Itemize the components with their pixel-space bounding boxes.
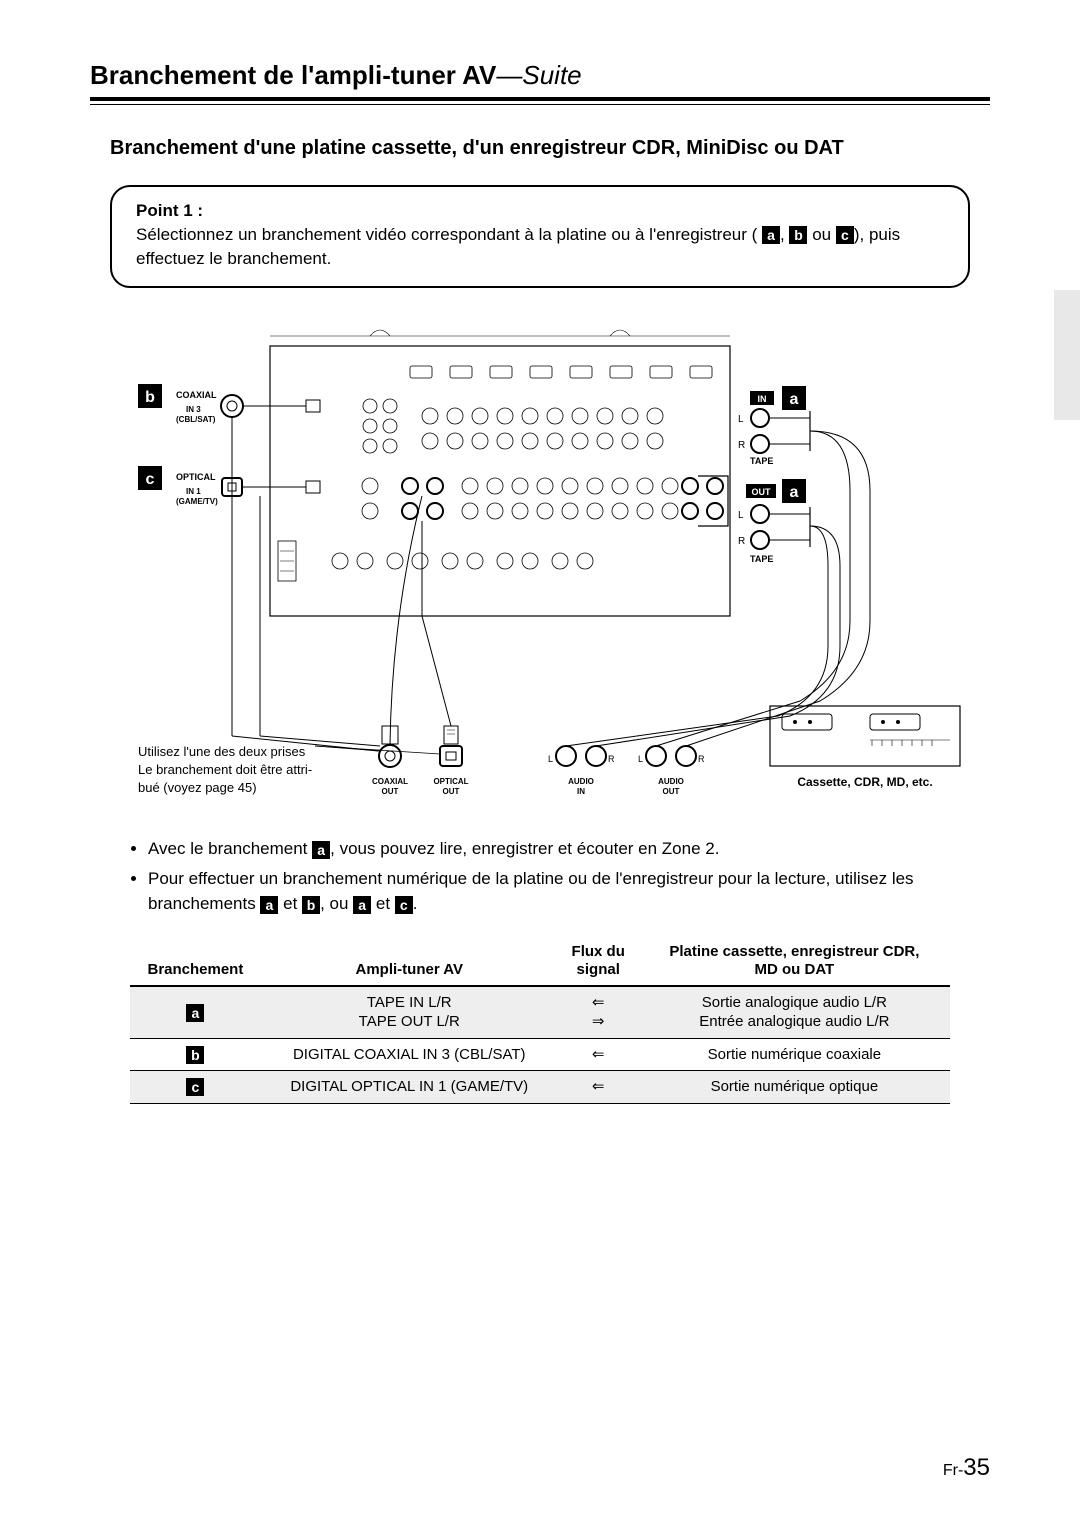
svg-text:L: L — [548, 754, 553, 764]
table-row: c DIGITAL OPTICAL IN 1 (GAME/TV) ⇐ Sorti… — [130, 1071, 950, 1104]
bullet-2: Pour effectuer un branchement numérique … — [148, 866, 950, 917]
b1-before: Avec le branchement — [148, 839, 312, 858]
row-av: TAPE IN L/R TAPE OUT L/R — [261, 986, 558, 1039]
th-device: Platine cassette, enregistreur CDR, MD o… — [639, 937, 950, 986]
page-num-value: 35 — [963, 1454, 990, 1481]
title-rule — [90, 97, 990, 105]
svg-text:R: R — [738, 440, 745, 451]
page-num-prefix: Fr- — [943, 1462, 963, 1479]
svg-text:R: R — [738, 536, 745, 547]
svg-text:IN: IN — [577, 787, 585, 796]
svg-text:a: a — [790, 391, 799, 408]
badge-b: b — [302, 896, 320, 914]
row-flow: ⇐ — [558, 1038, 639, 1071]
bullet-1: Avec le branchement a, vous pouvez lire,… — [148, 836, 950, 862]
connection-diagram: b COAXIAL IN 3 (CBL/SAT) c OPTICAL IN 1 … — [110, 306, 970, 826]
svg-text:IN 3: IN 3 — [186, 405, 201, 414]
section-heading: Branchement d'une platine cassette, d'un… — [110, 135, 970, 161]
svg-text:R: R — [698, 754, 705, 764]
svg-text:a: a — [790, 484, 799, 501]
svg-text:COAXIAL: COAXIAL — [372, 777, 408, 786]
svg-text:OPTICAL: OPTICAL — [433, 777, 468, 786]
point-label: Point 1 : — [136, 201, 203, 220]
svg-text:Cassette, CDR, MD, etc.: Cassette, CDR, MD, etc. — [797, 775, 932, 789]
badge-a: a — [762, 226, 780, 244]
side-tab — [1054, 290, 1080, 420]
title-main: Branchement de l'ampli-tuner AV — [90, 60, 496, 90]
svg-text:OPTICAL: OPTICAL — [176, 472, 216, 482]
svg-text:c: c — [146, 471, 155, 488]
row-badge: a — [186, 1004, 204, 1022]
row-device: Sortie numérique optique — [639, 1071, 950, 1104]
svg-text:Utilisez l'une des deux prises: Utilisez l'une des deux prises — [138, 744, 306, 759]
badge-b: b — [789, 226, 807, 244]
connection-table: Branchement Ampli-tuner AV Flux du signa… — [130, 937, 950, 1104]
th-branchement: Branchement — [130, 937, 261, 986]
svg-text:TAPE: TAPE — [750, 554, 773, 564]
b1-after: , vous pouvez lire, enregistrer et écout… — [330, 839, 719, 858]
b2-after: . — [413, 894, 418, 913]
svg-text:R: R — [608, 754, 615, 764]
svg-text:OUT: OUT — [382, 787, 399, 796]
svg-text:AUDIO: AUDIO — [658, 777, 684, 786]
badge-c: c — [836, 226, 854, 244]
row-flow: ⇐ — [558, 1071, 639, 1104]
point-sep1: , — [780, 225, 789, 244]
row-device: Sortie analogique audio L/R Entrée analo… — [639, 986, 950, 1039]
svg-text:OUT: OUT — [443, 787, 460, 796]
svg-text:(GAME/TV): (GAME/TV) — [176, 497, 218, 506]
svg-text:AUDIO: AUDIO — [568, 777, 594, 786]
svg-text:b: b — [145, 389, 155, 406]
bullet-list: Avec le branchement a, vous pouvez lire,… — [130, 836, 950, 917]
point-box: Point 1 : Sélectionnez un branchement vi… — [110, 185, 970, 288]
row-av: DIGITAL OPTICAL IN 1 (GAME/TV) — [261, 1071, 558, 1104]
row-av: DIGITAL COAXIAL IN 3 (CBL/SAT) — [261, 1038, 558, 1071]
th-av: Ampli-tuner AV — [261, 937, 558, 986]
svg-text:COAXIAL: COAXIAL — [176, 390, 217, 400]
table-row: a TAPE IN L/R TAPE OUT L/R ⇐ ⇒ Sortie an… — [130, 986, 950, 1039]
svg-text:L: L — [738, 414, 744, 425]
point-sep2: ou — [807, 225, 835, 244]
row-badge: b — [186, 1046, 204, 1064]
row-badge: c — [186, 1078, 204, 1096]
table-row: b DIGITAL COAXIAL IN 3 (CBL/SAT) ⇐ Sorti… — [130, 1038, 950, 1071]
b2-mid2: , ou — [320, 894, 353, 913]
page-number: Fr-35 — [943, 1454, 990, 1482]
svg-text:OUT: OUT — [752, 487, 772, 497]
svg-text:TAPE: TAPE — [750, 456, 773, 466]
b2-mid3: et — [371, 894, 395, 913]
title-suffix: —Suite — [496, 60, 581, 90]
b2-mid1: et — [278, 894, 302, 913]
badge-a: a — [312, 841, 330, 859]
badge-a: a — [260, 896, 278, 914]
svg-text:(CBL/SAT): (CBL/SAT) — [176, 415, 216, 424]
row-device: Sortie numérique coaxiale — [639, 1038, 950, 1071]
svg-text:Le branchement doit être attri: Le branchement doit être attri- — [138, 762, 312, 777]
badge-c: c — [395, 896, 413, 914]
svg-text:L: L — [738, 510, 744, 521]
th-flow: Flux du signal — [558, 937, 639, 986]
badge-a: a — [353, 896, 371, 914]
point-text-before: Sélectionnez un branchement vidéo corres… — [136, 225, 757, 244]
table-header-row: Branchement Ampli-tuner AV Flux du signa… — [130, 937, 950, 986]
svg-text:L: L — [638, 754, 643, 764]
page-title: Branchement de l'ampli-tuner AV—Suite — [90, 60, 990, 97]
svg-text:bué (voyez page 45): bué (voyez page 45) — [138, 780, 257, 795]
row-flow: ⇐ ⇒ — [558, 986, 639, 1039]
svg-text:OUT: OUT — [663, 787, 680, 796]
svg-text:IN: IN — [758, 394, 767, 404]
svg-text:IN 1: IN 1 — [186, 487, 201, 496]
